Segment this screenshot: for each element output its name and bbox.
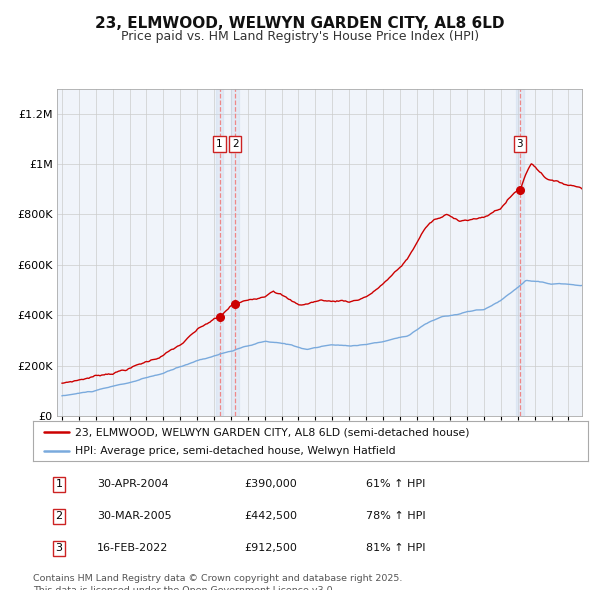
Text: Price paid vs. HM Land Registry's House Price Index (HPI): Price paid vs. HM Land Registry's House …	[121, 30, 479, 43]
Text: HPI: Average price, semi-detached house, Welwyn Hatfield: HPI: Average price, semi-detached house,…	[74, 445, 395, 455]
Text: 61% ↑ HPI: 61% ↑ HPI	[366, 479, 425, 489]
Text: 23, ELMWOOD, WELWYN GARDEN CITY, AL8 6LD (semi-detached house): 23, ELMWOOD, WELWYN GARDEN CITY, AL8 6LD…	[74, 427, 469, 437]
Text: 30-MAR-2005: 30-MAR-2005	[97, 512, 172, 521]
Text: £912,500: £912,500	[244, 543, 297, 553]
Text: £390,000: £390,000	[244, 479, 296, 489]
Text: 78% ↑ HPI: 78% ↑ HPI	[366, 512, 425, 521]
Text: 16-FEB-2022: 16-FEB-2022	[97, 543, 168, 553]
Text: Contains HM Land Registry data © Crown copyright and database right 2025.
This d: Contains HM Land Registry data © Crown c…	[33, 574, 403, 590]
Text: 30-APR-2004: 30-APR-2004	[97, 479, 169, 489]
Text: 3: 3	[56, 543, 62, 553]
Text: 81% ↑ HPI: 81% ↑ HPI	[366, 543, 425, 553]
Bar	[516, 88, 524, 416]
Text: 2: 2	[56, 512, 62, 521]
Text: 23, ELMWOOD, WELWYN GARDEN CITY, AL8 6LD: 23, ELMWOOD, WELWYN GARDEN CITY, AL8 6LD	[95, 16, 505, 31]
Bar	[216, 88, 223, 416]
Text: 1: 1	[56, 479, 62, 489]
Text: £442,500: £442,500	[244, 512, 297, 521]
Text: 3: 3	[517, 139, 523, 149]
Text: 1: 1	[216, 139, 223, 149]
Bar	[232, 88, 239, 416]
Text: 2: 2	[232, 139, 238, 149]
